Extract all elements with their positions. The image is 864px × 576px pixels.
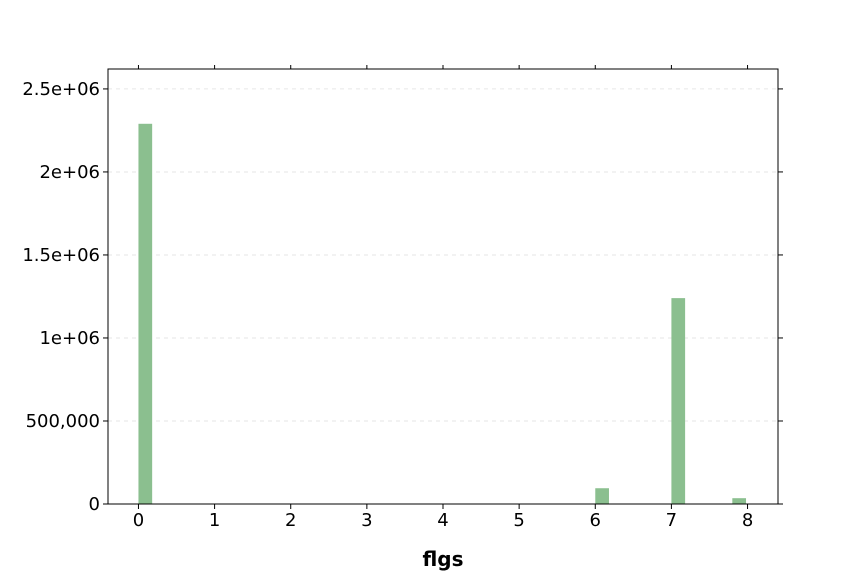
x-tick-label: 1: [209, 510, 220, 531]
axis-ticks: 0 500,000 1e+06 1.5e+06 2e+06 2.5e+06 0 1 2 3 4 5 6 7…: [22, 65, 783, 531]
bar: [138, 123, 153, 505]
bars: [138, 123, 747, 505]
y-tick-label: 0: [89, 494, 100, 515]
y-tick-label: 1e+06: [39, 328, 100, 349]
bar: [595, 488, 609, 504]
x-tick-label: 5: [513, 510, 524, 531]
x-tick-label: 8: [742, 510, 753, 531]
y-tick-label: 500,000: [26, 411, 100, 432]
x-tick-label: 2: [285, 510, 296, 531]
y-tick-label: 2e+06: [39, 162, 100, 183]
y-tick-label: 1.5e+06: [22, 245, 100, 266]
x-tick-label: 0: [133, 510, 144, 531]
y-tick-label: 2.5e+06: [22, 79, 100, 100]
x-tick-label: 4: [437, 510, 448, 531]
x-tick-label: 6: [590, 510, 601, 531]
bar: [732, 498, 747, 504]
x-tick-label: 3: [361, 510, 372, 531]
x-axis-title: flgs: [422, 547, 463, 571]
bar: [671, 298, 686, 504]
x-tick-label: 7: [666, 510, 677, 531]
